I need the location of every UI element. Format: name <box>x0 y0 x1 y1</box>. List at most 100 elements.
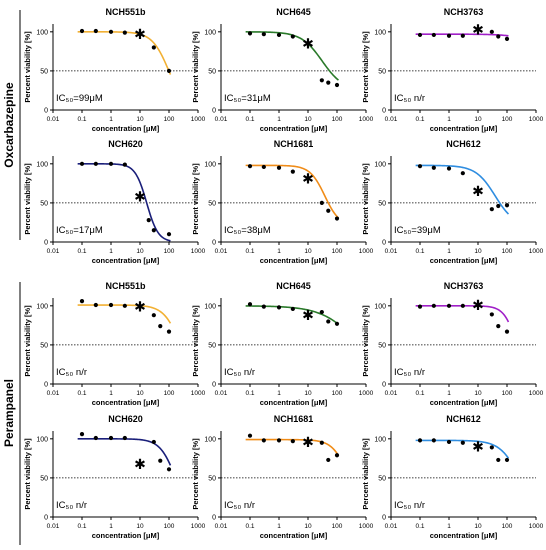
chart-panel: NCH612 0 50 100 0.01 0.1 1 10 100 1000 concentrati… <box>361 414 544 540</box>
x-tick-label: 1 <box>277 390 281 397</box>
data-point <box>93 302 98 308</box>
data-point <box>496 324 501 329</box>
x-tick-label: 0.1 <box>245 248 254 255</box>
x-tick-label: 1000 <box>359 248 374 255</box>
data-point <box>146 218 151 223</box>
fit-curve <box>77 304 172 324</box>
star-marker: ✱ <box>134 190 146 206</box>
x-tick-label: 1000 <box>359 116 374 123</box>
data-point <box>446 303 452 308</box>
data-point <box>247 433 253 438</box>
x-tick-label: 10 <box>474 390 482 397</box>
data-point <box>417 32 423 38</box>
ic50-label: IC₅₀=39μM <box>394 225 441 236</box>
y-tick-label: 100 <box>204 436 216 443</box>
group-label-oxcarbazepine: Oxcarbazepine <box>2 82 16 168</box>
chart-panel: NCH645 0 50 100 0.01 0.1 1 10 100 1000 concentrati… <box>191 281 374 407</box>
x-tick-label: 0.1 <box>245 523 254 530</box>
data-point <box>489 207 494 212</box>
data-point <box>276 32 282 38</box>
x-tick-label: 1000 <box>529 523 544 530</box>
x-tick-label: 100 <box>502 523 513 530</box>
data-point <box>151 45 156 50</box>
chart-title: NCH620 <box>108 414 143 424</box>
star-marker: ✱ <box>134 300 146 316</box>
star-marker: ✱ <box>302 37 314 53</box>
x-tick-label: 100 <box>164 390 175 397</box>
fit-curve <box>415 164 510 215</box>
data-point <box>261 438 266 443</box>
ic50-label: IC₅₀ n/r <box>224 367 255 378</box>
x-tick-label: 0.1 <box>415 390 424 397</box>
chart-panel: NCH551b 0 50 100 0.01 0.1 1 10 100 1000 concentrat… <box>23 7 206 133</box>
y-tick-label: 0 <box>212 515 216 522</box>
x-axis-label: concentration [μM] <box>92 256 160 265</box>
data-point <box>290 306 295 312</box>
data-point <box>319 440 324 445</box>
x-axis-label: concentration [μM] <box>260 531 328 540</box>
y-tick-label: 100 <box>36 29 48 36</box>
x-tick-label: 10 <box>304 248 312 255</box>
x-tick-label: 1 <box>109 248 113 255</box>
data-point <box>79 432 85 437</box>
x-tick-label: 0.1 <box>415 248 424 255</box>
x-tick-label: 1 <box>277 248 281 255</box>
x-tick-label: 1000 <box>529 248 544 255</box>
chart-panel: NCH551b 0 50 100 0.01 0.1 1 10 100 1000 concentrat… <box>23 281 206 407</box>
x-tick-label: 100 <box>164 116 175 123</box>
x-tick-label: 1 <box>447 116 451 123</box>
data-point <box>489 445 494 450</box>
y-tick-label: 100 <box>374 161 386 168</box>
y-axis-label: Percent viability [%] <box>23 163 32 235</box>
y-axis-label: Percent viability [%] <box>361 31 370 103</box>
x-tick-label: 1000 <box>359 390 374 397</box>
y-tick-label: 0 <box>382 240 386 247</box>
star-marker: ✱ <box>472 298 484 314</box>
data-point <box>460 440 465 445</box>
x-tick-label: 10 <box>304 523 312 530</box>
y-tick-label: 100 <box>36 161 48 168</box>
x-axis-label: concentration [μM] <box>430 124 498 133</box>
y-tick-label: 100 <box>36 303 48 310</box>
y-tick-label: 100 <box>204 161 216 168</box>
x-tick-label: 0.1 <box>245 116 254 123</box>
data-point <box>79 28 85 34</box>
chart-panel: NCH620 0 50 100 0.01 0.1 1 10 100 1000 concentrati… <box>23 139 206 265</box>
x-tick-label: 1 <box>109 390 113 397</box>
data-point <box>326 457 331 463</box>
x-tick-label: 0.01 <box>47 523 60 530</box>
y-tick-label: 50 <box>378 342 386 349</box>
data-point <box>460 303 465 308</box>
x-tick-label: 0.01 <box>385 248 398 255</box>
x-axis-label: concentration [μM] <box>260 256 328 265</box>
y-tick-label: 100 <box>204 303 216 310</box>
data-point <box>108 161 114 166</box>
data-point <box>504 457 510 463</box>
y-axis-label: Percent viability [%] <box>191 163 200 235</box>
y-tick-label: 0 <box>382 108 386 115</box>
y-axis-label: Percent viability [%] <box>361 305 370 377</box>
chart-title: NCH645 <box>276 281 311 291</box>
x-tick-label: 10 <box>474 248 482 255</box>
x-tick-label: 1000 <box>359 523 374 530</box>
data-point <box>261 32 266 37</box>
fit-curve <box>245 164 340 219</box>
x-tick-label: 100 <box>164 248 175 255</box>
data-point <box>326 208 331 213</box>
x-tick-label: 0.01 <box>47 248 60 255</box>
chart-title: NCH551b <box>105 281 146 291</box>
y-axis-label: Percent viability [%] <box>23 31 32 103</box>
data-point <box>108 29 114 34</box>
data-point <box>496 203 501 209</box>
x-tick-label: 10 <box>304 116 312 123</box>
x-tick-label: 0.1 <box>245 390 254 397</box>
x-tick-label: 10 <box>136 116 144 123</box>
chart-title: NCH3763 <box>444 281 484 291</box>
x-tick-label: 0.01 <box>385 523 398 530</box>
chart-title: NCH612 <box>446 139 481 149</box>
x-tick-label: 0.1 <box>415 116 424 123</box>
data-point <box>166 232 172 237</box>
data-point <box>79 299 85 304</box>
data-point <box>334 216 340 221</box>
